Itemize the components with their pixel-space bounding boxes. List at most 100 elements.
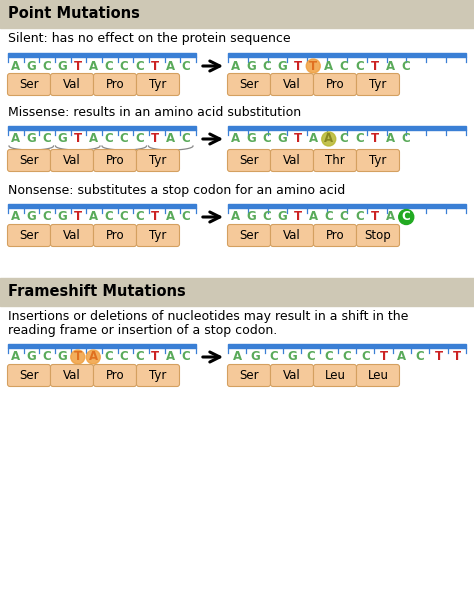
Text: T: T	[73, 350, 82, 364]
Text: Tyr: Tyr	[149, 229, 167, 242]
Text: Ser: Ser	[239, 154, 259, 167]
Text: G: G	[57, 132, 67, 146]
Text: Val: Val	[63, 229, 81, 242]
Text: Ser: Ser	[19, 78, 39, 91]
Text: T: T	[380, 350, 388, 364]
FancyBboxPatch shape	[356, 364, 400, 386]
Text: A: A	[324, 132, 333, 146]
Text: C: C	[402, 211, 410, 223]
Text: C: C	[324, 350, 333, 364]
Bar	[228, 126, 466, 130]
Text: C: C	[120, 350, 128, 364]
Bar	[8, 126, 196, 130]
Text: A: A	[11, 60, 20, 72]
Text: T: T	[151, 132, 159, 146]
Text: Ser: Ser	[19, 229, 39, 242]
Text: C: C	[356, 132, 364, 146]
Bar	[0, 0, 474, 28]
FancyBboxPatch shape	[271, 73, 313, 96]
Text: C: C	[104, 211, 113, 223]
FancyBboxPatch shape	[137, 73, 180, 96]
Text: T: T	[294, 132, 302, 146]
Text: C: C	[104, 350, 113, 364]
Text: C: C	[136, 132, 144, 146]
Text: G: G	[27, 211, 36, 223]
Text: G: G	[251, 350, 260, 364]
Text: C: C	[182, 60, 191, 72]
Text: A: A	[166, 60, 175, 72]
Text: A: A	[397, 350, 407, 364]
FancyBboxPatch shape	[313, 364, 356, 386]
Text: A: A	[166, 350, 175, 364]
Bar	[0, 278, 474, 306]
Text: A: A	[89, 211, 98, 223]
Text: C: C	[263, 211, 271, 223]
Text: C: C	[104, 60, 113, 72]
Text: C: C	[42, 132, 51, 146]
Text: Ser: Ser	[239, 369, 259, 382]
Text: C: C	[402, 60, 410, 72]
FancyBboxPatch shape	[137, 364, 180, 386]
Text: Missense: results in an amino acid substitution: Missense: results in an amino acid subst…	[8, 106, 301, 119]
Text: A: A	[89, 132, 98, 146]
FancyBboxPatch shape	[93, 73, 137, 96]
FancyBboxPatch shape	[51, 73, 93, 96]
Text: A: A	[231, 211, 240, 223]
FancyBboxPatch shape	[93, 149, 137, 172]
Text: Val: Val	[63, 369, 81, 382]
FancyBboxPatch shape	[137, 149, 180, 172]
Text: G: G	[27, 60, 36, 72]
Text: Nonsense: substitutes a stop codon for an amino acid: Nonsense: substitutes a stop codon for a…	[8, 184, 345, 197]
Bar	[8, 204, 196, 208]
FancyBboxPatch shape	[51, 149, 93, 172]
FancyBboxPatch shape	[8, 225, 51, 246]
Text: G: G	[277, 211, 287, 223]
Text: T: T	[371, 132, 379, 146]
FancyBboxPatch shape	[356, 149, 400, 172]
Text: G: G	[246, 211, 256, 223]
FancyBboxPatch shape	[228, 364, 271, 386]
Circle shape	[306, 59, 320, 73]
Text: C: C	[263, 60, 271, 72]
Text: Tyr: Tyr	[369, 78, 387, 91]
Text: C: C	[136, 350, 144, 364]
Text: T: T	[151, 211, 159, 223]
Text: Tyr: Tyr	[369, 154, 387, 167]
Circle shape	[86, 350, 100, 364]
FancyBboxPatch shape	[313, 73, 356, 96]
Text: C: C	[42, 350, 51, 364]
Text: Point Mutations: Point Mutations	[8, 7, 140, 22]
Text: C: C	[136, 60, 144, 72]
Text: Leu: Leu	[325, 369, 346, 382]
Text: Pro: Pro	[106, 369, 124, 382]
Text: C: C	[182, 211, 191, 223]
Text: A: A	[324, 60, 333, 72]
Text: G: G	[27, 132, 36, 146]
Text: Thr: Thr	[325, 154, 345, 167]
Text: G: G	[57, 60, 67, 72]
Text: C: C	[182, 132, 191, 146]
Circle shape	[71, 350, 85, 364]
Text: Frameshift Mutations: Frameshift Mutations	[8, 285, 186, 300]
Text: T: T	[73, 211, 82, 223]
Text: T: T	[151, 350, 159, 364]
Text: G: G	[287, 350, 297, 364]
Text: C: C	[356, 211, 364, 223]
Text: T: T	[435, 350, 443, 364]
Text: T: T	[453, 350, 461, 364]
FancyBboxPatch shape	[51, 364, 93, 386]
Text: A: A	[233, 350, 242, 364]
Text: C: C	[120, 211, 128, 223]
Text: Val: Val	[63, 78, 81, 91]
Text: C: C	[416, 350, 425, 364]
FancyBboxPatch shape	[51, 225, 93, 246]
Text: Ser: Ser	[239, 229, 259, 242]
Text: C: C	[269, 350, 278, 364]
FancyBboxPatch shape	[137, 225, 180, 246]
Text: G: G	[57, 350, 67, 364]
Text: G: G	[246, 132, 256, 146]
Text: A: A	[309, 132, 318, 146]
Text: Tyr: Tyr	[149, 154, 167, 167]
Bar	[8, 53, 196, 57]
Text: Pro: Pro	[106, 78, 124, 91]
